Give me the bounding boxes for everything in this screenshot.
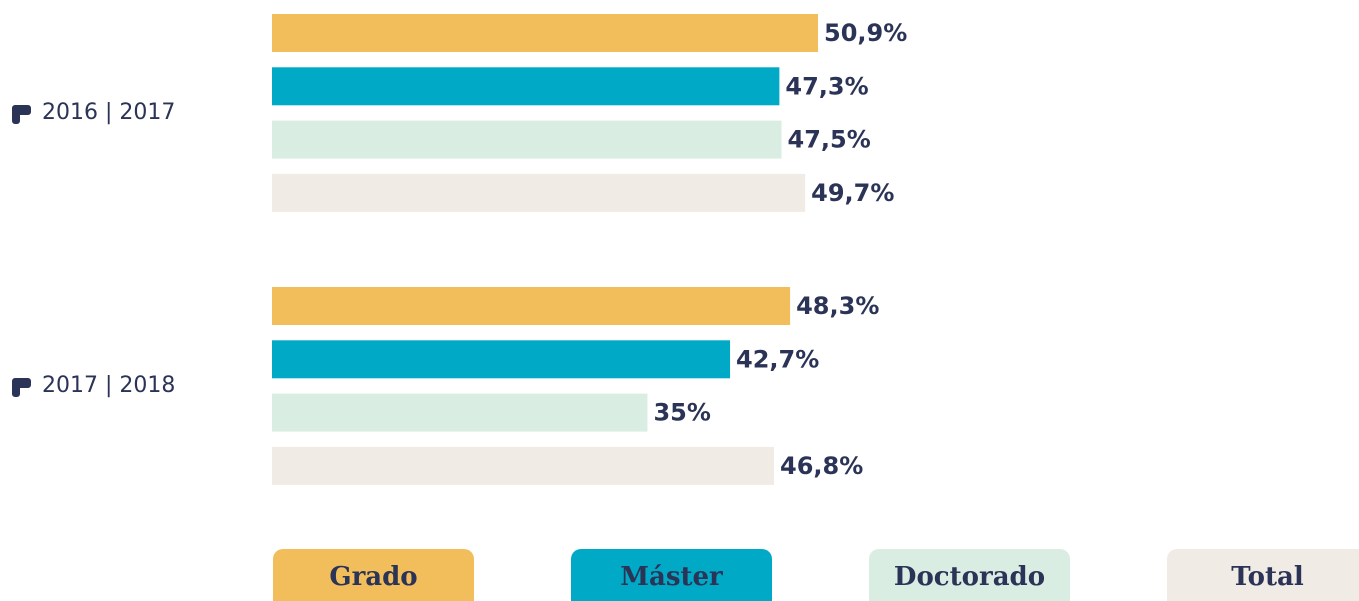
category-icon: [12, 377, 31, 397]
legend-button[interactable]: [571, 549, 772, 601]
legend-button[interactable]: [869, 549, 1070, 601]
value-label: 48,3%: [796, 292, 879, 320]
category-label: 2016 | 2017: [42, 100, 175, 125]
bar: [272, 67, 780, 106]
legend-label[interactable]: Total: [1231, 562, 1304, 592]
value-label: 49,7%: [811, 179, 894, 207]
legend-label[interactable]: Grado: [329, 562, 417, 592]
bar: [272, 173, 806, 212]
legend-button[interactable]: [1167, 549, 1359, 601]
category-icon: [12, 104, 31, 124]
bar: [272, 14, 818, 52]
value-label: 47,5%: [788, 126, 871, 154]
value-label: 46,8%: [780, 452, 863, 480]
legend-label[interactable]: Doctorado: [894, 562, 1045, 592]
category-label: 2017 | 2018: [42, 373, 175, 398]
legend-label[interactable]: Máster: [620, 562, 723, 592]
bar: [272, 393, 648, 432]
bar: [272, 287, 791, 325]
value-label: 42,7%: [736, 345, 819, 373]
value-label: 35%: [653, 399, 710, 427]
bar: [272, 446, 775, 485]
value-label: 47,3%: [785, 72, 868, 100]
bar: [272, 120, 782, 159]
legend-button[interactable]: [273, 549, 474, 601]
bar: [272, 340, 731, 379]
value-label: 50,9%: [824, 19, 907, 47]
